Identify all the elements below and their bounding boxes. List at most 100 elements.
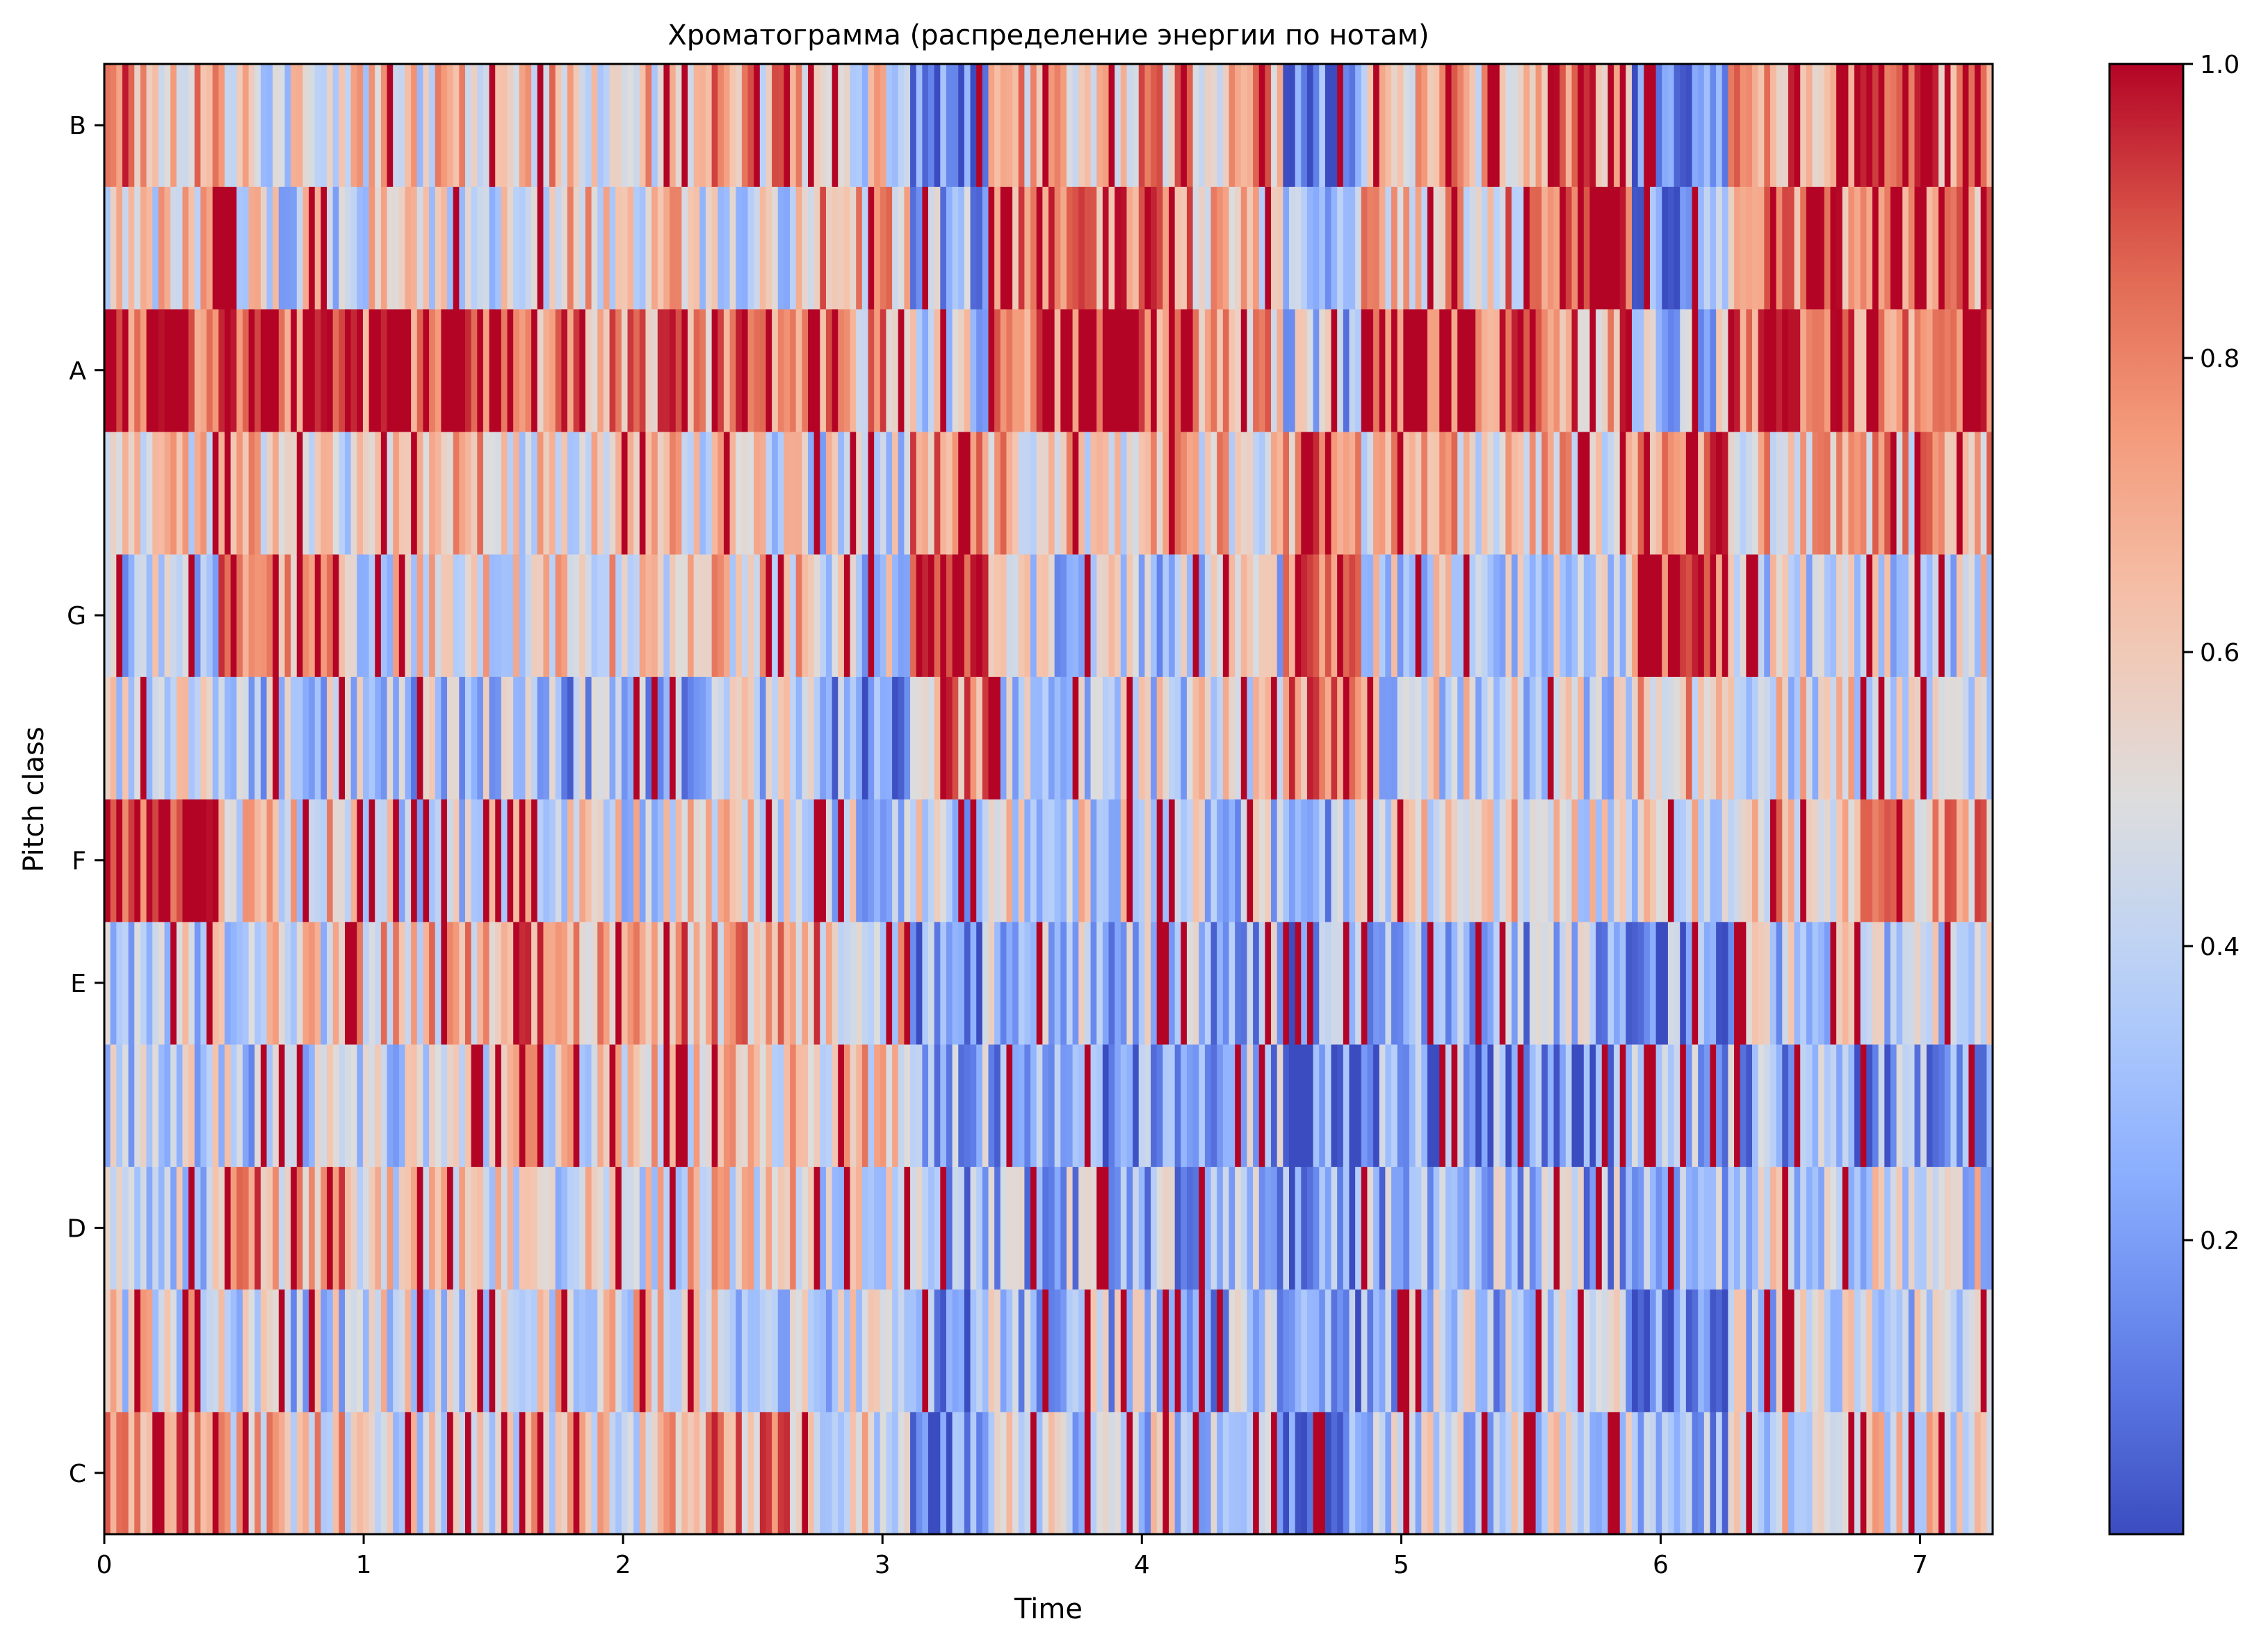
heatmap-cell (405, 921, 412, 1045)
heatmap-cell (1571, 186, 1578, 310)
heatmap-cell (273, 554, 280, 677)
heatmap-cell (1325, 186, 1332, 310)
heatmap-cell (1535, 1166, 1542, 1290)
heatmap-cell (344, 676, 352, 800)
heatmap-cell (1192, 1044, 1199, 1167)
heatmap-cell (1752, 1044, 1759, 1167)
heatmap-cell (1096, 676, 1103, 800)
heatmap-cell (1006, 799, 1013, 922)
heatmap-cell (170, 64, 177, 187)
heatmap-cell (519, 1044, 526, 1167)
heatmap-cell (1674, 309, 1680, 432)
heatmap-cell (1120, 431, 1128, 555)
heatmap-cell (1222, 1044, 1230, 1167)
heatmap-cell (868, 676, 875, 800)
heatmap-cell (1944, 1166, 1952, 1290)
heatmap-cell (483, 1166, 490, 1290)
heatmap-cell (537, 676, 544, 800)
heatmap-cell (1920, 1411, 1927, 1535)
heatmap-cell (705, 1411, 713, 1535)
heatmap-cell (1199, 64, 1206, 187)
heatmap-cell (1950, 64, 1957, 187)
heatmap-cell (813, 554, 820, 677)
heatmap-cell (1854, 431, 1861, 555)
heatmap-cell (423, 431, 430, 555)
heatmap-cell (110, 1044, 117, 1167)
heatmap-cell (838, 431, 845, 555)
heatmap-cell (1578, 1166, 1585, 1290)
heatmap-cell (633, 1411, 640, 1535)
heatmap-cell (741, 1166, 749, 1290)
heatmap-cell (543, 64, 550, 187)
heatmap-cell (387, 1044, 394, 1167)
heatmap-cell (868, 554, 875, 677)
heatmap-cell (230, 799, 237, 922)
heatmap-cell (1517, 1289, 1524, 1413)
heatmap-cell (1042, 799, 1049, 922)
heatmap-cell (795, 309, 802, 432)
heatmap-cell (212, 921, 219, 1045)
heatmap-cell (464, 676, 472, 800)
heatmap-cell (555, 676, 562, 800)
heatmap-cell (645, 1044, 652, 1167)
heatmap-cell (1487, 1289, 1494, 1413)
heatmap-cell (1265, 921, 1272, 1045)
heatmap-cell (1283, 431, 1290, 555)
heatmap-cell (380, 309, 388, 432)
heatmap-cell (1824, 1044, 1831, 1167)
heatmap-cell (688, 1044, 695, 1167)
heatmap-cell (1469, 1289, 1476, 1413)
heatmap-cell (152, 1166, 159, 1290)
heatmap-cell (1385, 1044, 1392, 1167)
heatmap-cell (260, 309, 268, 432)
heatmap-cell (958, 676, 965, 800)
heatmap-cell (1421, 921, 1428, 1045)
heatmap-cell (964, 676, 971, 800)
heatmap-cell (838, 1044, 845, 1167)
heatmap-cell (1824, 1289, 1831, 1413)
heatmap-cell (940, 921, 947, 1045)
heatmap-cell (1782, 431, 1789, 555)
heatmap-cell (952, 1044, 959, 1167)
heatmap-cell (1541, 1166, 1548, 1290)
heatmap-cell (170, 1289, 177, 1413)
heatmap-cell (543, 1044, 550, 1167)
heatmap-cell (194, 186, 201, 310)
heatmap-cell (1926, 64, 1934, 187)
heatmap-cell (1277, 921, 1283, 1045)
heatmap-cell (880, 309, 887, 432)
heatmap-cell (1247, 554, 1254, 677)
heatmap-cell (627, 1166, 634, 1290)
heatmap-cell (254, 921, 261, 1045)
heatmap-cell (248, 1166, 255, 1290)
heatmap-cell (501, 921, 508, 1045)
colorbar-tick-label: 0.8 (2200, 345, 2239, 373)
heatmap-cell (856, 431, 863, 555)
heatmap-cell (302, 1044, 309, 1167)
heatmap-cell (122, 309, 129, 432)
heatmap-cell (128, 186, 135, 310)
heatmap-cell (1367, 921, 1374, 1045)
heatmap-cell (741, 64, 749, 187)
heatmap-cell (1926, 1044, 1934, 1167)
heatmap-cell (736, 1044, 743, 1167)
heatmap-cell (1151, 1044, 1158, 1167)
heatmap-cell (302, 1289, 309, 1413)
heatmap-cell (1601, 1411, 1609, 1535)
heatmap-cell (266, 799, 273, 922)
heatmap-cell (904, 1289, 911, 1413)
heatmap-cell (302, 554, 309, 677)
heatmap-cell (825, 799, 833, 922)
heatmap-cell (988, 676, 995, 800)
heatmap-cell (1138, 921, 1145, 1045)
heatmap-cell (1740, 1411, 1747, 1535)
heatmap-cell (1776, 186, 1783, 310)
heatmap-cell (1968, 921, 1975, 1045)
heatmap-cell (1632, 309, 1639, 432)
heatmap-cell (1288, 921, 1296, 1045)
heatmap-cell (1439, 799, 1446, 922)
heatmap-cell (868, 431, 875, 555)
heatmap-cell (1758, 799, 1765, 922)
heatmap-cell (1457, 676, 1464, 800)
heatmap-cell (1944, 186, 1952, 310)
